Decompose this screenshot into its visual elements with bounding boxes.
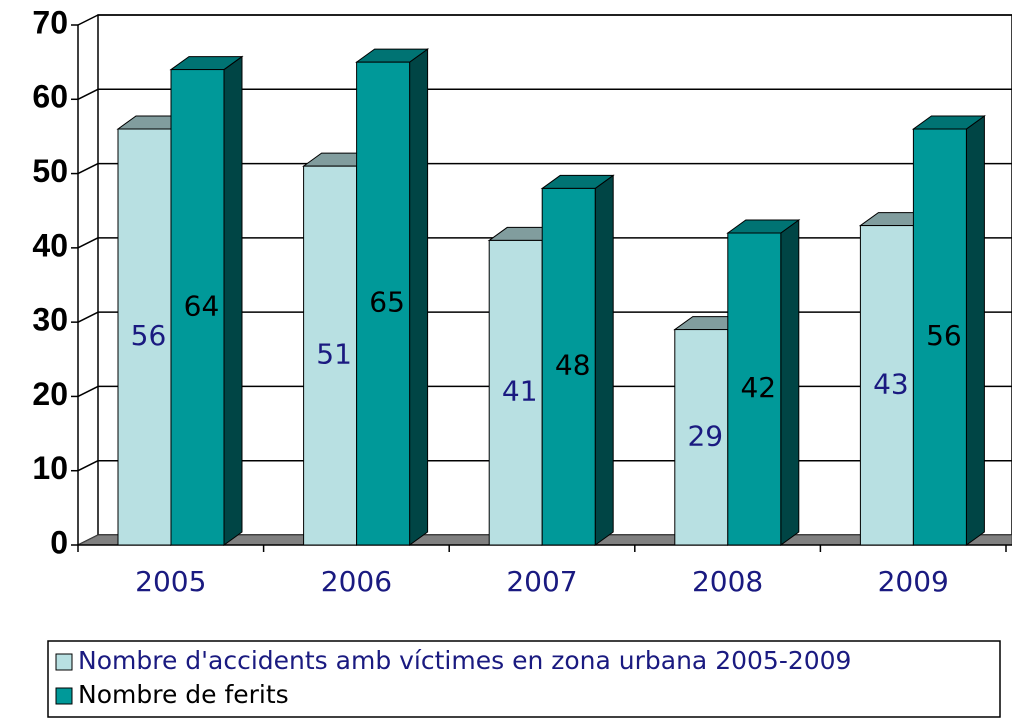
legend-box bbox=[47, 640, 1001, 718]
bar bbox=[303, 165, 358, 546]
bar bbox=[727, 232, 782, 546]
x-tick-label: 2006 bbox=[321, 565, 392, 598]
legend-label: Nombre de ferits bbox=[78, 680, 289, 709]
bar bbox=[117, 128, 172, 546]
data-label: 51 bbox=[316, 338, 352, 371]
bar-side bbox=[223, 55, 243, 546]
data-label: 42 bbox=[740, 371, 776, 404]
legend-label: Nombre d'accidents amb víctimes en zona … bbox=[78, 646, 851, 675]
bar-side bbox=[409, 48, 429, 546]
bar bbox=[488, 239, 543, 546]
data-label: 56 bbox=[926, 319, 962, 352]
data-label: 65 bbox=[369, 286, 405, 319]
y-tick-label: 30 bbox=[32, 302, 68, 338]
bar bbox=[170, 69, 225, 546]
x-tick-label: 2007 bbox=[506, 565, 577, 598]
data-label: 64 bbox=[184, 289, 220, 322]
x-tick-label: 2008 bbox=[692, 565, 763, 598]
grid-line-side bbox=[77, 88, 99, 100]
grid-line-side bbox=[77, 237, 99, 249]
grid-line-side bbox=[77, 14, 99, 26]
data-label: 48 bbox=[555, 349, 591, 382]
y-tick-label: 20 bbox=[32, 376, 68, 412]
grid-line-side bbox=[77, 311, 99, 323]
bar bbox=[674, 329, 729, 546]
y-tick-label: 0 bbox=[50, 524, 68, 560]
y-tick-label: 40 bbox=[32, 227, 68, 263]
data-label: 56 bbox=[131, 319, 167, 352]
data-label: 41 bbox=[502, 375, 538, 408]
data-label: 43 bbox=[873, 367, 909, 400]
legend-swatch bbox=[55, 687, 73, 705]
grid-line-side bbox=[77, 162, 99, 175]
bar-side bbox=[965, 115, 985, 546]
bar bbox=[356, 61, 411, 546]
grid-line-side bbox=[77, 385, 99, 398]
bar bbox=[541, 187, 596, 546]
data-label: 29 bbox=[687, 419, 723, 452]
y-tick-label: 60 bbox=[32, 79, 68, 115]
x-tick-label: 2009 bbox=[878, 565, 949, 598]
y-tick-label: 50 bbox=[32, 153, 68, 189]
grid-line-side bbox=[77, 460, 99, 472]
y-tick-label: 10 bbox=[32, 450, 68, 486]
legend-swatch bbox=[55, 653, 73, 671]
bar-side bbox=[594, 174, 614, 546]
y-tick-label: 70 bbox=[32, 4, 68, 40]
bar bbox=[912, 128, 967, 546]
x-tick-label: 2005 bbox=[135, 565, 206, 598]
bar-side bbox=[780, 219, 800, 546]
bar bbox=[859, 225, 914, 546]
